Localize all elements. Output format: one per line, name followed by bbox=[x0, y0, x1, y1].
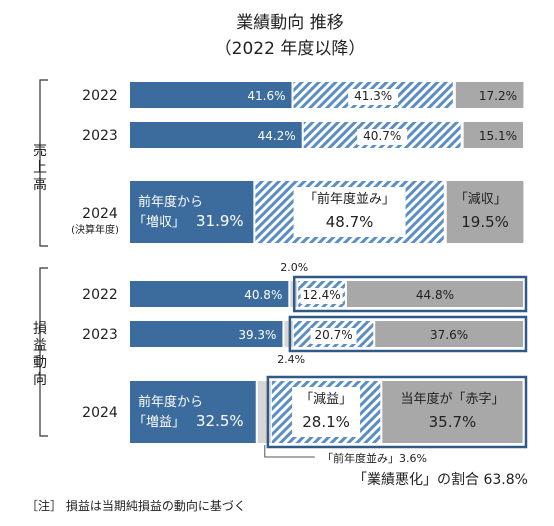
sales-year-label: 2023 bbox=[82, 128, 118, 144]
profit-group-label-char: 損 bbox=[33, 321, 47, 337]
value-label-profit-deficit: 44.8% bbox=[416, 288, 454, 302]
value-label-profit-decrease-bg bbox=[310, 328, 357, 344]
footnote: ［注］ 損益は当期純損益の動向に基づく bbox=[26, 498, 246, 513]
deterioration-frame bbox=[288, 315, 528, 353]
profit-group-label-char: 益 bbox=[33, 338, 47, 354]
caption-profit-increase: 前年度から bbox=[138, 394, 203, 410]
bar-increase bbox=[130, 82, 292, 108]
value-label-profit-decrease-bg bbox=[300, 288, 343, 304]
caption-profit-increase-2: 「増益」 bbox=[133, 415, 185, 430]
value-label-increase: 44.2% bbox=[258, 129, 296, 143]
value-label-decrease: 17.2% bbox=[479, 89, 517, 103]
value-label-increase: 31.9% bbox=[196, 212, 244, 230]
bar-decrease bbox=[455, 82, 524, 108]
profit-bracket bbox=[39, 267, 48, 437]
bar-profit-increase bbox=[130, 321, 283, 347]
value-label-profit-increase: 40.8% bbox=[244, 288, 282, 302]
sales-group-label-char: 上 bbox=[33, 160, 47, 176]
sales-group-label-char: 高 bbox=[33, 176, 47, 193]
bar-increase bbox=[130, 181, 254, 243]
value-label-profit-decrease: 12.4% bbox=[303, 288, 341, 302]
deterioration-frame bbox=[266, 375, 528, 449]
value-label-flat: 41.3% bbox=[354, 89, 392, 103]
sales-group-label-char: 売 bbox=[33, 143, 47, 159]
value-label-flat: 40.7% bbox=[363, 129, 401, 143]
caption-profit-deficit: 当年度が「赤字」 bbox=[400, 391, 504, 407]
decrease-label-box bbox=[292, 387, 361, 437]
chart-subtitle: （2022 年度以降） bbox=[215, 39, 366, 59]
profit-year-label: 2023 bbox=[82, 327, 118, 343]
bar-decrease bbox=[446, 181, 524, 243]
value-label-profit-flat: 2.4% bbox=[277, 353, 305, 366]
caption-profit-decrease: 「減益」 bbox=[300, 391, 352, 407]
bar-profit-deficit bbox=[375, 321, 523, 347]
value-label-increase: 41.6% bbox=[247, 89, 285, 103]
caption-increase-2: 「増収」 bbox=[133, 215, 185, 230]
sales-year-label: 2022 bbox=[82, 88, 118, 104]
value-label-flat-bg bbox=[357, 129, 408, 145]
value-label-profit-deficit: 37.6% bbox=[430, 328, 468, 342]
value-label-profit-flat: 2.0% bbox=[280, 261, 308, 274]
sales-year-note: (決算年度) bbox=[71, 223, 119, 236]
value-label-profit-decrease: 20.7% bbox=[314, 328, 352, 342]
value-label-decrease: 15.1% bbox=[479, 129, 517, 143]
caption-increase: 前年度から bbox=[138, 194, 203, 210]
caption-decrease: 「減収」 bbox=[455, 191, 507, 207]
bar-profit-deficit bbox=[382, 381, 523, 443]
bar-profit-increase bbox=[130, 281, 289, 307]
zero-line-leader bbox=[264, 445, 315, 458]
deterioration-frame bbox=[292, 275, 528, 313]
chart-title: 業績動向 推移 bbox=[236, 13, 343, 33]
value-label-profit-increase: 39.3% bbox=[238, 328, 276, 342]
bar-decrease bbox=[463, 122, 523, 148]
value-label-flat-bg bbox=[348, 89, 399, 105]
caption-flat: 「前年度並み」 bbox=[304, 191, 395, 207]
value-label-profit-increase: 32.5% bbox=[196, 412, 244, 430]
annotation-deterioration: 「業績悪化」の割合 63.8% bbox=[353, 471, 528, 488]
profit-year-label: 2022 bbox=[82, 287, 118, 303]
profit-group-label-char: 動 bbox=[33, 355, 47, 371]
bar-profit-deficit bbox=[346, 281, 523, 307]
bar-increase bbox=[130, 122, 302, 148]
value-label-decrease: 19.5% bbox=[461, 213, 509, 231]
profit-group-label-char: 向 bbox=[33, 372, 47, 388]
sales-year-label: 2024 bbox=[82, 206, 118, 222]
value-label-flat: 48.7% bbox=[326, 213, 374, 231]
flat-label-box bbox=[293, 187, 406, 237]
value-label-profit-deficit: 35.7% bbox=[429, 413, 477, 431]
sales-bracket bbox=[39, 79, 48, 247]
profit-year-label: 2024 bbox=[82, 405, 118, 421]
value-label-profit-decrease: 28.1% bbox=[302, 413, 350, 431]
bar-profit-increase bbox=[130, 381, 256, 443]
annotation-zero-line: 「前年度並み」3.6% bbox=[322, 451, 427, 465]
